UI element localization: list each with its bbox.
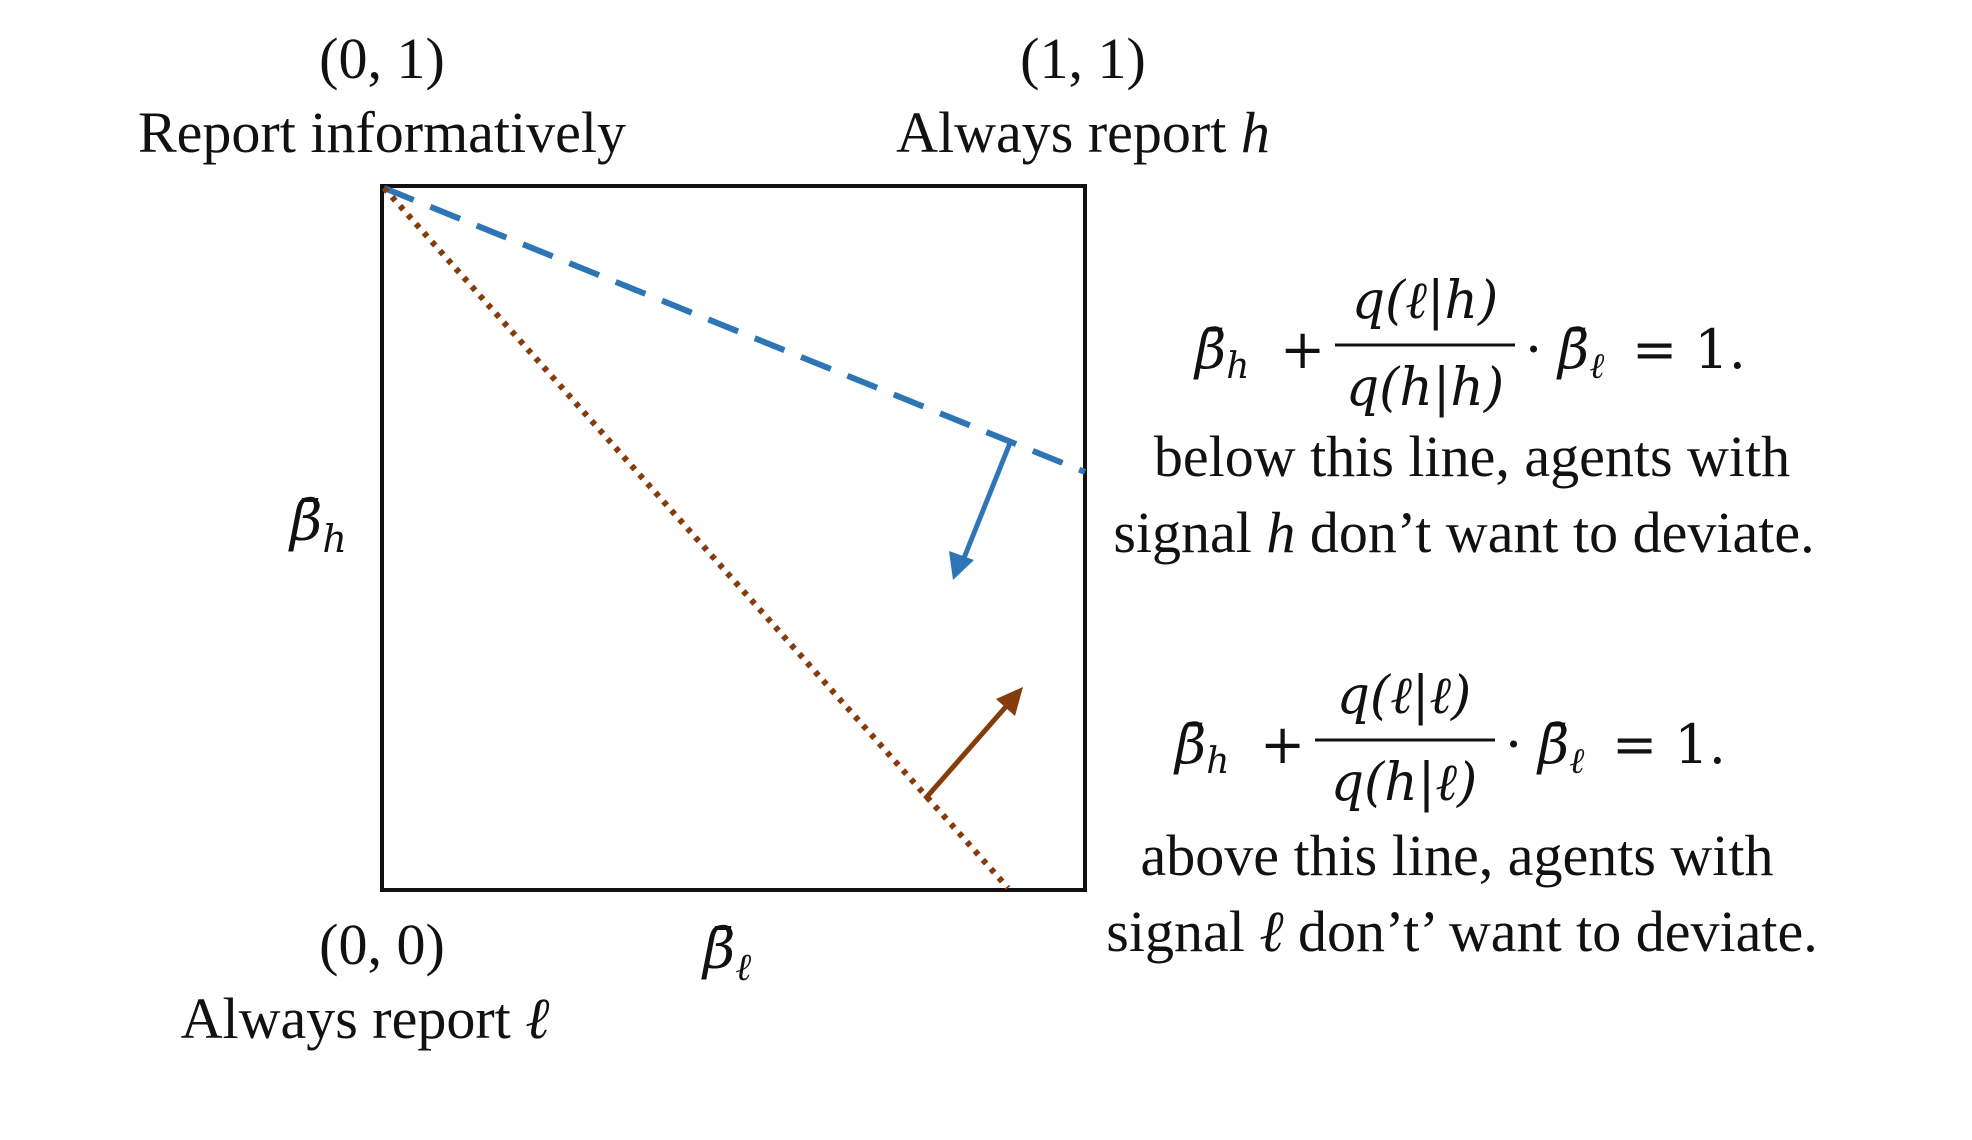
eq-h-beta-h: β̄	[1193, 318, 1226, 381]
equation-l-caption-suffix: don’t’ want to deviate.	[1284, 899, 1818, 964]
corner-top-right-var: h	[1241, 100, 1270, 165]
equation-h: β̄h + q(ℓ|h) q(h|h) · β̄ℓ = 1.	[1193, 271, 1746, 418]
eq-l-denominator: q(h|ℓ)	[1331, 753, 1478, 813]
svg-text:β̄h: β̄h	[1193, 318, 1249, 387]
corner-top-left-caption: Report informatively	[138, 100, 626, 165]
equation-l-caption-prefix: signal	[1106, 899, 1259, 964]
eq-l-beta-l: β̄	[1536, 713, 1569, 776]
equation-h-caption-suffix: don’t want to deviate.	[1295, 500, 1814, 565]
h-constraint-line	[382, 185, 1087, 475]
x-axis-symbol: β̄	[701, 917, 735, 982]
eq-l-beta-h: β̄	[1173, 713, 1206, 776]
corner-top-left-coord: (0, 1)	[319, 26, 445, 91]
y-axis-sub: h	[322, 517, 346, 561]
unit-square	[380, 184, 1087, 892]
equation-l-caption-line1: above this line, agents with	[1140, 823, 1773, 888]
eq-l-beta-h-sub: h	[1206, 741, 1229, 782]
equation-l-caption-var: ℓ	[1259, 899, 1283, 964]
equation-h-caption-var: h	[1266, 500, 1295, 565]
corner-bottom-left-caption-text: Always report	[181, 986, 526, 1051]
equation-h-caption-line1: below this line, agents with	[1154, 424, 1790, 489]
eq-h-plus: +	[1280, 318, 1325, 381]
y-axis-label: β̄h	[288, 489, 347, 561]
equation-l-caption-line2: signal ℓ don’t’ want to deviate.	[1106, 899, 1817, 964]
svg-text:β̄h: β̄h	[1173, 713, 1229, 782]
x-axis-label: β̄ℓ	[701, 917, 751, 989]
eq-l-beta-l-sub: ℓ	[1569, 741, 1584, 782]
corner-top-right-caption-text: Always report	[896, 100, 1241, 165]
corner-top-right-coord: (1, 1)	[1020, 26, 1146, 91]
h-direction-arrow	[949, 442, 1013, 580]
eq-l-numerator: q(ℓ|ℓ)	[1337, 666, 1472, 726]
eq-l-dot: ·	[1505, 713, 1522, 776]
eq-l-plus: +	[1260, 713, 1305, 776]
eq-h-beta-h-sub: h	[1226, 346, 1249, 387]
x-axis-sub: ℓ	[735, 945, 751, 989]
corner-top-right-caption: Always report h	[896, 100, 1270, 165]
eq-h-dot: ·	[1525, 318, 1542, 381]
eq-h-denominator: q(h|h)	[1346, 358, 1504, 418]
corner-bottom-left-coord: (0, 0)	[319, 912, 445, 977]
eq-h-rhs: = 1.	[1632, 318, 1746, 381]
eq-l-rhs: = 1.	[1612, 713, 1726, 776]
svg-text:β̄ℓ: β̄ℓ	[1556, 318, 1604, 387]
l-constraint-line	[381, 186, 1011, 890]
equation-h-caption-prefix: signal	[1113, 500, 1266, 565]
corner-bottom-left-var: ℓ	[525, 986, 549, 1051]
svg-text:β̄ℓ: β̄ℓ	[1536, 713, 1584, 782]
equation-h-caption-line2: signal h don’t want to deviate.	[1113, 500, 1814, 565]
eq-h-numerator: q(ℓ|h)	[1352, 271, 1499, 331]
equation-l: β̄h + q(ℓ|ℓ) q(h|ℓ) · β̄ℓ = 1.	[1173, 666, 1726, 813]
y-axis-symbol: β̄	[288, 489, 322, 554]
eq-h-beta-l: β̄	[1556, 318, 1589, 381]
eq-h-beta-l-sub: ℓ	[1589, 346, 1604, 387]
l-direction-arrow	[923, 687, 1023, 801]
corner-bottom-left-caption: Always report ℓ	[181, 986, 550, 1051]
